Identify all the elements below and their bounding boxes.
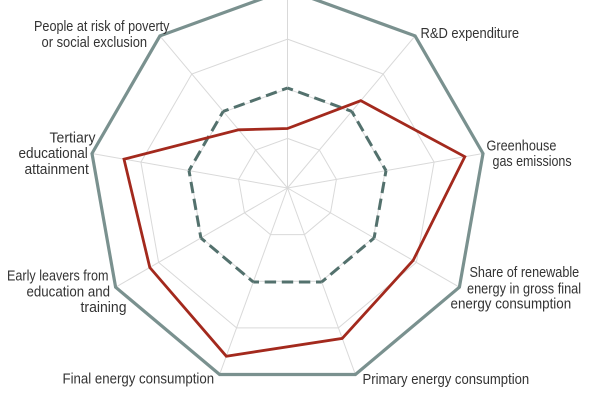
svg-text:gas emissions: gas emissions: [493, 153, 572, 170]
svg-text:Early leavers from: Early leavers from: [7, 268, 109, 285]
svg-text:energy consumption: energy consumption: [451, 296, 572, 313]
svg-text:attainment: attainment: [25, 161, 90, 178]
svg-text:People at risk of poverty: People at risk of poverty: [34, 18, 170, 35]
svg-text:energy in gross final: energy in gross final: [467, 280, 581, 297]
svg-text:Final energy consumption: Final energy consumption: [63, 370, 215, 387]
svg-text:education and: education and: [27, 283, 111, 300]
svg-text:Share of renewable: Share of renewable: [470, 264, 580, 281]
svg-text:training: training: [81, 299, 127, 316]
svg-text:Greenhouse: Greenhouse: [487, 138, 557, 155]
svg-text:Primary energy consumption: Primary energy consumption: [363, 371, 530, 388]
svg-text:Tertiary: Tertiary: [50, 129, 96, 146]
svg-text:R&D expenditure: R&D expenditure: [421, 25, 520, 42]
svg-text:or social exclusion: or social exclusion: [42, 34, 148, 51]
svg-text:educational: educational: [19, 145, 88, 162]
